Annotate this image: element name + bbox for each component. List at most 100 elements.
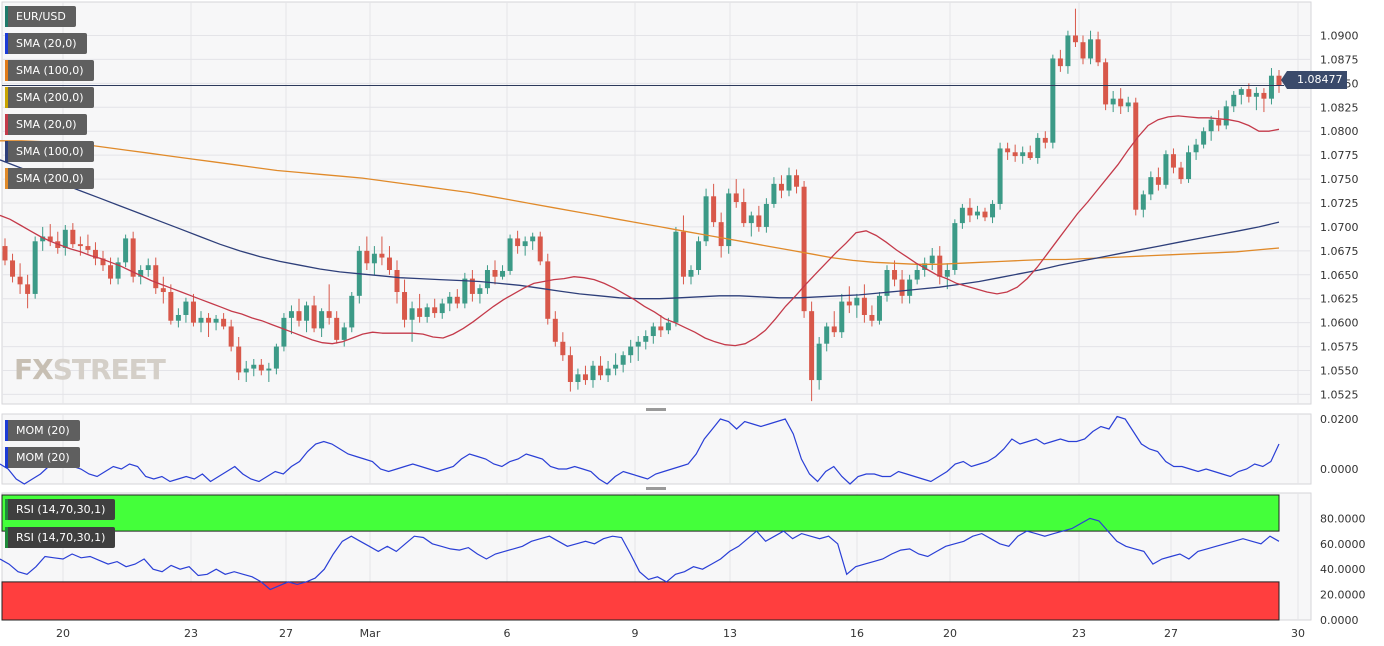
candle-body — [643, 336, 649, 342]
rsi-tick-label: 40.0000 — [1320, 563, 1366, 576]
candle-body — [831, 326, 837, 333]
candle-body — [605, 368, 611, 376]
candle-body — [990, 203, 996, 218]
tag-label: RSI (14,70,30,1) — [16, 531, 106, 544]
candle-body — [590, 365, 596, 381]
candle-body — [304, 305, 310, 321]
candle-body — [718, 222, 724, 247]
rsi-tick-label: 0.0000 — [1320, 614, 1359, 627]
candle-body — [1140, 194, 1146, 210]
x-tick-label: 27 — [279, 627, 293, 640]
momentum-tag[interactable]: MOM (20) — [5, 420, 80, 441]
candle-body — [379, 253, 385, 258]
candle-body — [839, 301, 845, 333]
candle-body — [108, 265, 114, 279]
indicator-tag[interactable]: SMA (200,0) — [5, 168, 94, 189]
tag-color-bar — [5, 114, 8, 135]
candle-body — [115, 262, 121, 279]
candle-body — [1050, 58, 1056, 143]
candle-body — [477, 288, 483, 294]
x-tick-label: 30 — [1291, 627, 1305, 640]
tag-label: SMA (200,0) — [16, 172, 84, 185]
candle-body — [688, 270, 694, 277]
indicator-tag[interactable]: EUR/USD — [5, 6, 76, 27]
candle-body — [892, 270, 898, 280]
candle-body — [778, 183, 784, 191]
candle-body — [628, 346, 634, 356]
candle-body — [944, 270, 950, 277]
candle-body — [763, 203, 769, 227]
x-tick-label: 20 — [56, 627, 70, 640]
rsi-tag[interactable]: RSI (14,70,30,1) — [5, 527, 116, 548]
y-tick-label: 1.0875 — [1320, 53, 1359, 66]
candle-body — [1223, 106, 1229, 126]
candle-body — [1072, 35, 1078, 43]
panel-2 — [1, 413, 1312, 485]
x-tick-label: 6 — [504, 627, 511, 640]
y-tick-label: 1.0575 — [1320, 341, 1359, 354]
candle-body — [733, 193, 739, 203]
rsi-tag[interactable]: RSI (14,70,30,1) — [5, 499, 116, 520]
tag-color-bar — [5, 33, 8, 54]
candle-body — [1035, 137, 1041, 159]
tag-color-bar — [5, 168, 8, 189]
tag-color-bar — [5, 60, 8, 81]
candle-body — [952, 223, 958, 270]
candle-body — [1065, 35, 1071, 67]
candle-body — [801, 186, 807, 312]
x-tick-label: 27 — [1164, 627, 1178, 640]
candle-body — [454, 296, 460, 304]
tag-color-bar — [5, 447, 8, 468]
candle-body — [364, 250, 370, 264]
candle-body — [1148, 177, 1154, 195]
candle-body — [228, 326, 234, 347]
candle-body — [522, 241, 528, 247]
candle-body — [786, 175, 792, 191]
indicator-tag[interactable]: SMA (100,0) — [5, 60, 94, 81]
mom-tick-label: 0.0200 — [1320, 413, 1359, 426]
candle-body — [552, 318, 558, 342]
candle-body — [537, 236, 543, 262]
tag-label: SMA (100,0) — [16, 64, 84, 77]
candle-body — [680, 231, 686, 277]
tag-label: SMA (200,0) — [16, 91, 84, 104]
indicator-tag[interactable]: SMA (100,0) — [5, 141, 94, 162]
momentum-tag[interactable]: MOM (20) — [5, 447, 80, 468]
candle-body — [748, 215, 754, 224]
candle-body — [349, 295, 355, 328]
candle-body — [1163, 154, 1169, 185]
candle-body — [221, 318, 227, 327]
indicator-tag[interactable]: SMA (20,0) — [5, 33, 87, 54]
tag-label: EUR/USD — [16, 10, 66, 23]
candle-body — [1005, 148, 1011, 153]
candle-body — [462, 278, 468, 304]
candle-body — [997, 148, 1003, 204]
candle-body — [1125, 102, 1131, 107]
indicator-tag[interactable]: SMA (200,0) — [5, 87, 94, 108]
candle-body — [85, 246, 91, 250]
candle-body — [1080, 42, 1086, 59]
candle-body — [1110, 98, 1116, 105]
candle-body — [432, 307, 438, 314]
x-tick-label: 23 — [184, 627, 198, 640]
candle-body — [907, 279, 913, 296]
candle-body — [62, 229, 68, 248]
indicator-tag[interactable]: SMA (20,0) — [5, 114, 87, 135]
candle-body — [243, 368, 249, 373]
x-tick-label: 9 — [632, 627, 639, 640]
candle-body — [650, 326, 656, 337]
y-tick-label: 1.0600 — [1320, 317, 1359, 330]
candle-body — [1178, 167, 1184, 180]
candle-body — [899, 279, 905, 296]
tag-color-bar — [5, 499, 8, 520]
candle-body — [266, 368, 272, 371]
candle-body — [530, 236, 536, 242]
candle-body — [386, 257, 392, 270]
candle-body — [341, 327, 347, 340]
candle-body — [168, 292, 174, 321]
tag-label: SMA (100,0) — [16, 145, 84, 158]
candle-body — [635, 341, 641, 347]
candle-body — [417, 308, 423, 317]
candle-body — [1193, 144, 1199, 153]
